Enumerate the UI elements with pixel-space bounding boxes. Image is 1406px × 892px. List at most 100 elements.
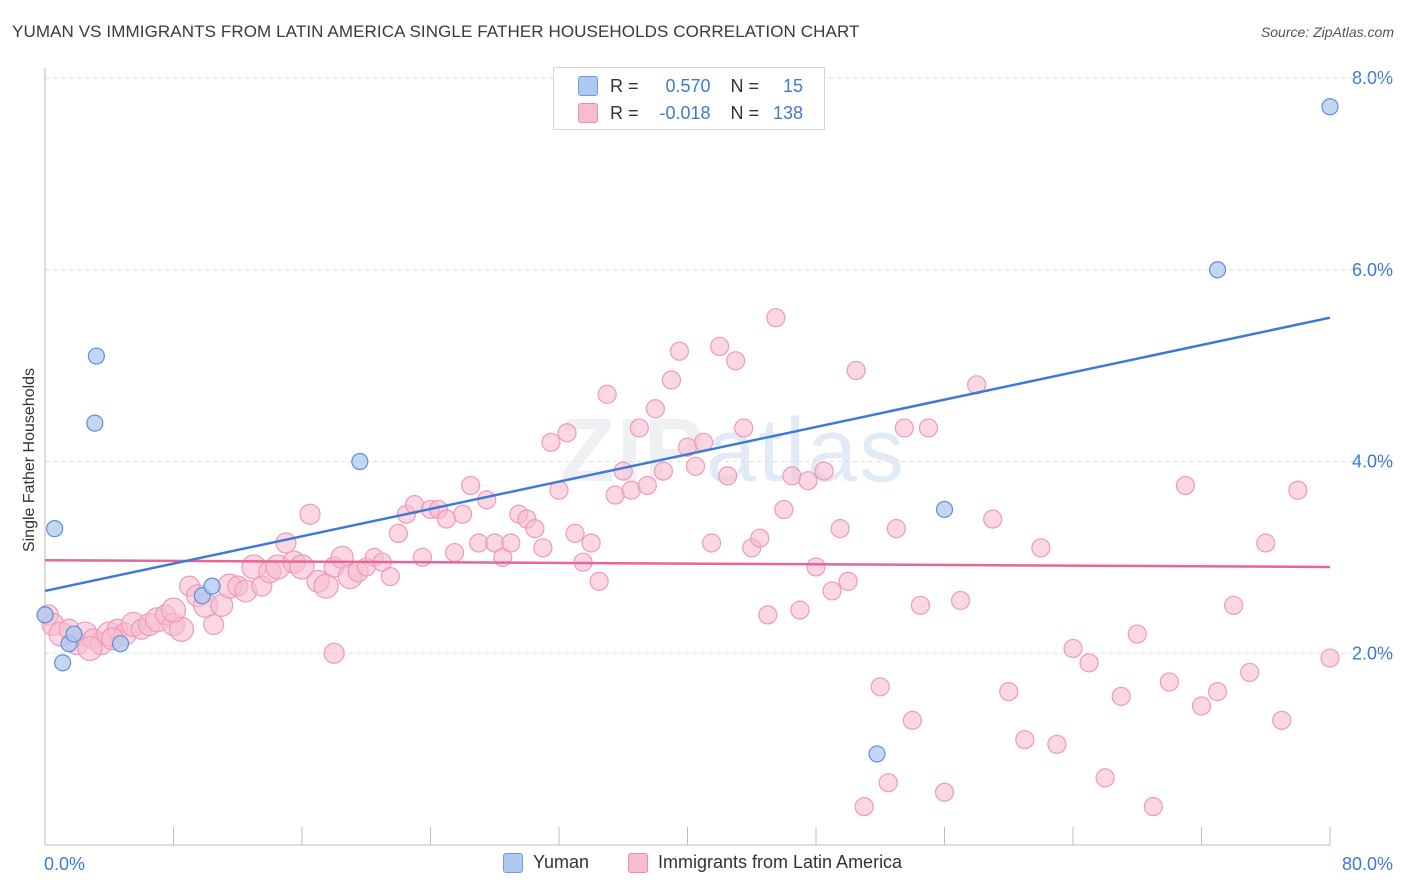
latin-point	[275, 532, 297, 554]
latin-point	[621, 480, 641, 500]
legend-label-yuman: Yuman	[533, 852, 590, 872]
yuman-point	[1321, 98, 1339, 116]
legend-label-latin: Immigrants from Latin America	[658, 852, 903, 872]
latin-point	[774, 499, 794, 520]
latin-point	[645, 399, 665, 419]
latin-swatch	[578, 103, 598, 123]
yuman-swatch	[578, 76, 598, 96]
chart-title: YUMAN VS IMMIGRANTS FROM LATIN AMERICA S…	[12, 22, 860, 41]
latin-point	[477, 490, 497, 510]
yuman-point	[111, 635, 130, 653]
n-label: N =	[730, 75, 760, 96]
latin-point	[581, 533, 601, 553]
latin-point	[726, 351, 746, 371]
latin-point	[734, 418, 754, 438]
y-tick-label: 6.0%	[1352, 260, 1393, 280]
latin-point	[838, 571, 858, 591]
latin-point	[782, 466, 802, 486]
yuman-point	[868, 745, 886, 763]
latin-point	[589, 571, 609, 591]
n-value-yuman: 15	[783, 75, 804, 96]
latin-point	[886, 519, 906, 539]
x-tick-label: 80.0%	[1342, 854, 1393, 874]
latin-point	[902, 710, 922, 730]
latin-point	[1272, 710, 1292, 730]
latin-point	[436, 509, 457, 529]
latin-point	[806, 557, 826, 577]
yuman-point	[65, 625, 83, 643]
yuman-point	[54, 654, 72, 672]
latin-point	[1191, 696, 1212, 716]
latin-point	[597, 384, 617, 404]
latin-point	[661, 370, 682, 390]
latin-point	[323, 642, 345, 664]
yuman-point	[86, 414, 104, 432]
latin-point	[910, 595, 931, 615]
latin-point	[870, 677, 890, 697]
yuman-point	[36, 606, 54, 624]
latin-point	[983, 509, 1003, 529]
latin-point	[710, 336, 730, 357]
latin-point	[766, 308, 786, 328]
latin-point	[461, 475, 481, 496]
yuman-point	[351, 452, 369, 471]
latin-point	[525, 519, 545, 539]
latin-point	[541, 432, 561, 452]
latin-point	[1063, 638, 1083, 659]
latin-point	[613, 461, 633, 481]
x-tick-label: 0.0%	[44, 854, 85, 874]
latin-point	[814, 461, 834, 481]
latin-point	[1111, 686, 1131, 706]
latin-point	[605, 485, 625, 505]
n-label: N =	[730, 102, 760, 123]
latin-point	[203, 613, 225, 636]
latin-point	[1015, 729, 1035, 750]
latin-point	[1159, 672, 1179, 692]
y-tick-label: 4.0%	[1352, 452, 1393, 472]
latin-point	[846, 360, 866, 381]
yuman-point	[46, 520, 64, 538]
latin-point	[790, 600, 810, 620]
stats-row-yuman: R = 0.570 N = 15	[578, 73, 803, 99]
r-value-yuman: 0.570	[665, 75, 711, 96]
latin-point	[1224, 595, 1244, 615]
latin-point	[1031, 538, 1051, 558]
latin-point	[999, 681, 1019, 702]
latin-point	[854, 797, 874, 817]
y-tick-label: 2.0%	[1352, 643, 1393, 663]
latin-point	[1143, 797, 1163, 817]
r-value-latin: -0.018	[659, 102, 711, 123]
y-tick-label: 8.0%	[1352, 68, 1393, 88]
latin-point	[299, 503, 321, 525]
latin-point	[501, 533, 521, 553]
legend-swatch-latin	[628, 852, 648, 873]
latin-point	[469, 533, 489, 553]
latin-point	[160, 597, 187, 623]
latin-point	[669, 341, 690, 361]
latin-point	[453, 504, 473, 524]
latin-point	[380, 566, 400, 587]
latin-point	[750, 528, 770, 548]
bottom-legend: Yuman Immigrants from Latin America	[0, 852, 1406, 878]
latin-point	[758, 605, 778, 625]
stats-legend: R = 0.570 N = 15 R = -0.018 N = 138	[553, 67, 825, 130]
latin-point	[1079, 653, 1099, 673]
latin-point	[1256, 533, 1276, 553]
latin-point	[637, 475, 657, 496]
latin-point	[557, 423, 577, 443]
legend-item-latin: Immigrants from Latin America	[628, 852, 902, 873]
yuman-point	[935, 500, 954, 519]
latin-point	[444, 542, 465, 563]
latin-point	[1288, 480, 1308, 500]
latin-point	[822, 581, 842, 601]
latin-point	[701, 533, 722, 553]
latin-point	[798, 471, 818, 491]
legend-item-yuman: Yuman	[503, 852, 589, 873]
yuman-point	[87, 347, 106, 365]
latin-point	[653, 461, 674, 481]
latin-point	[1207, 681, 1228, 702]
latin-point	[894, 418, 914, 438]
latin-point	[950, 590, 971, 611]
yuman-point	[1208, 261, 1227, 279]
